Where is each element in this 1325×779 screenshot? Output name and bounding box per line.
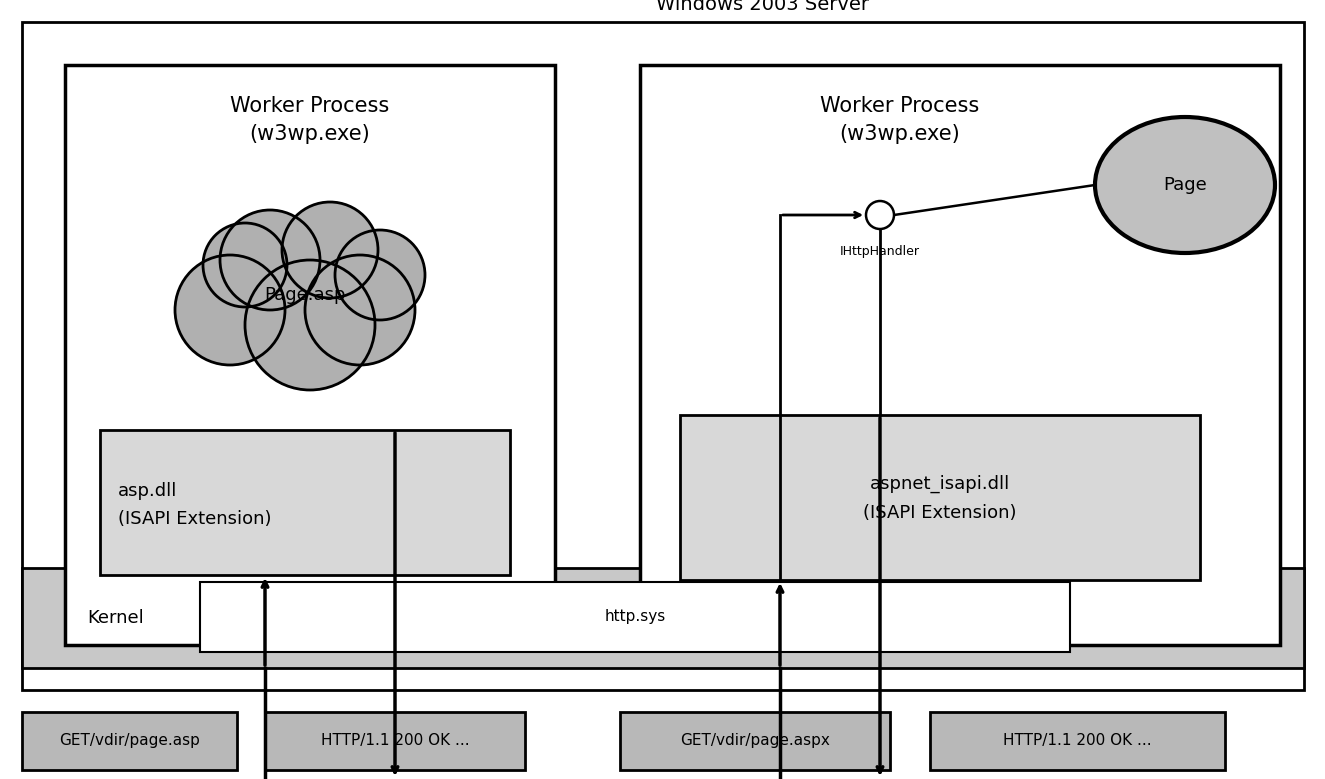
Bar — [65, 65, 555, 645]
Bar — [620, 712, 890, 770]
Circle shape — [245, 260, 375, 390]
Text: Worker Process
(w3wp.exe): Worker Process (w3wp.exe) — [231, 96, 390, 144]
Circle shape — [305, 255, 415, 365]
Text: Page: Page — [1163, 176, 1207, 194]
Text: GET/vdir/page.aspx: GET/vdir/page.aspx — [680, 734, 829, 749]
Circle shape — [220, 210, 321, 310]
Text: (ISAPI Extension): (ISAPI Extension) — [118, 509, 272, 527]
Text: Worker Process
(w3wp.exe): Worker Process (w3wp.exe) — [820, 96, 979, 144]
Circle shape — [867, 201, 894, 229]
Bar — [640, 65, 1280, 645]
Bar — [99, 430, 510, 575]
Circle shape — [282, 202, 378, 298]
Bar — [23, 22, 1304, 690]
Text: Page.asp: Page.asp — [264, 286, 346, 304]
Bar — [930, 712, 1226, 770]
Bar — [200, 582, 1071, 652]
Circle shape — [335, 230, 425, 320]
Text: HTTP/1.1 200 OK ...: HTTP/1.1 200 OK ... — [1003, 734, 1151, 749]
Circle shape — [203, 223, 288, 307]
Text: IHttpHandler: IHttpHandler — [840, 245, 920, 258]
Text: asp.dll: asp.dll — [118, 481, 178, 499]
Ellipse shape — [1094, 117, 1275, 253]
Circle shape — [175, 255, 285, 365]
Text: Windows 2003 Server: Windows 2003 Server — [656, 0, 869, 14]
Bar — [23, 712, 237, 770]
Bar — [265, 712, 525, 770]
Text: GET/vdir/page.asp: GET/vdir/page.asp — [60, 734, 200, 749]
Text: http.sys: http.sys — [604, 609, 665, 625]
Text: (ISAPI Extension): (ISAPI Extension) — [864, 505, 1016, 523]
Bar — [680, 415, 1200, 580]
Text: HTTP/1.1 200 OK ...: HTTP/1.1 200 OK ... — [321, 734, 469, 749]
Bar — [23, 568, 1304, 668]
Text: aspnet_isapi.dll: aspnet_isapi.dll — [871, 474, 1010, 492]
Text: Kernel: Kernel — [87, 609, 143, 627]
